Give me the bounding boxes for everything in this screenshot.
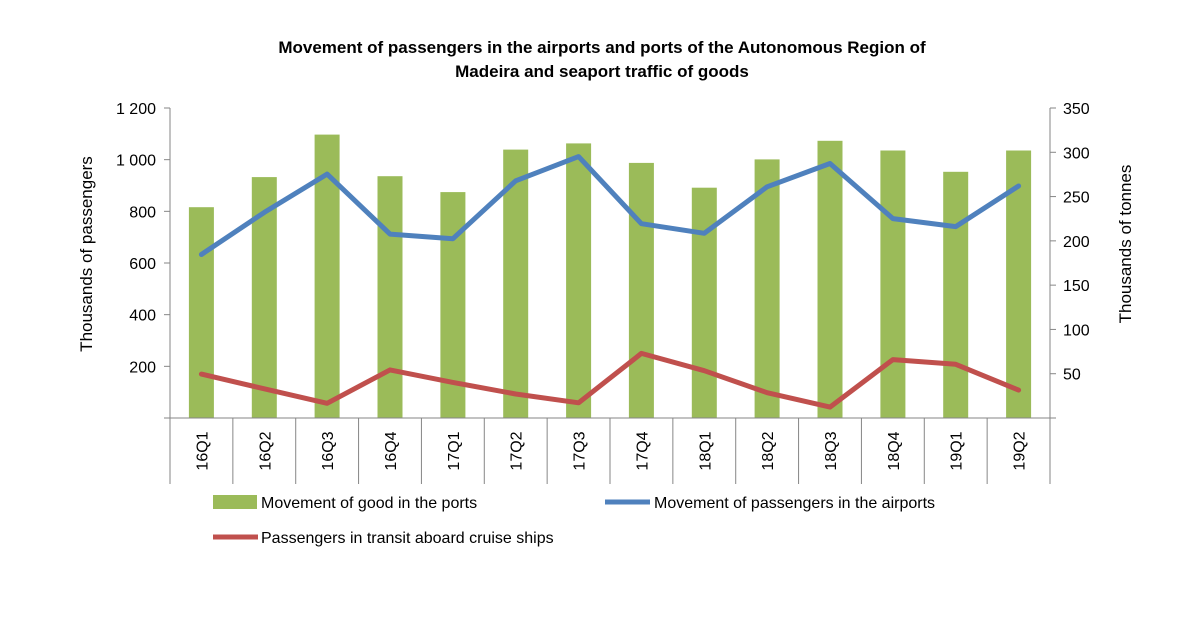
right-tick-label: 150 <box>1063 278 1090 295</box>
bar-18Q2 <box>754 159 780 418</box>
x-tick-label-17Q1: 17Q1 <box>446 431 463 470</box>
x-tick-label-19Q1: 19Q1 <box>949 431 966 470</box>
legend-item-goods: Movement of good in the ports <box>213 495 477 512</box>
x-tick-label-18Q1: 18Q1 <box>697 431 714 470</box>
legend: Movement of good in the ports Movement o… <box>213 495 935 547</box>
x-tick-label-16Q1: 16Q1 <box>194 431 211 470</box>
x-tick-label-19Q2: 19Q2 <box>1012 431 1029 470</box>
left-tick-label: 1 000 <box>116 153 156 170</box>
bar-19Q1 <box>943 171 969 418</box>
left-tick-label: 800 <box>129 204 156 221</box>
right-tick-label: 300 <box>1063 145 1090 162</box>
legend-label-cruise: Passengers in transit aboard cruise ship… <box>261 530 554 547</box>
chart-title-line-2: Madeira and seaport traffic of goods <box>455 62 749 81</box>
left-axis-title: Thousands of passengers <box>77 156 96 352</box>
right-tick-label: 250 <box>1063 190 1090 207</box>
bar-16Q4 <box>377 176 403 418</box>
right-tick-label: 350 <box>1063 101 1090 118</box>
legend-label-airports: Movement of passengers in the airports <box>654 495 935 512</box>
axes <box>169 108 1051 419</box>
bar-18Q1 <box>691 187 717 418</box>
left-tick-label: 600 <box>129 256 156 273</box>
bar-17Q3 <box>566 143 592 418</box>
x-tick-label-16Q4: 16Q4 <box>383 431 400 470</box>
left-tick-label: 1 200 <box>116 101 156 118</box>
right-tick-label: 200 <box>1063 234 1090 251</box>
x-tick-label-17Q2: 17Q2 <box>509 431 526 470</box>
left-tick-label: 400 <box>129 308 156 325</box>
bar-16Q1 <box>188 207 214 418</box>
legend-item-cruise: Passengers in transit aboard cruise ship… <box>213 530 554 547</box>
bar-17Q2 <box>503 149 529 418</box>
right-axis-title: Thousands of tonnes <box>1116 165 1135 324</box>
chart-title-line-1: Movement of passengers in the airports a… <box>278 38 926 57</box>
right-axis-ticks: 50 100 150 200 250 300 350 <box>1050 101 1090 419</box>
x-tick-label-16Q3: 16Q3 <box>320 431 337 470</box>
legend-label-goods: Movement of good in the ports <box>261 495 477 512</box>
x-tick-label-18Q2: 18Q2 <box>760 431 777 470</box>
legend-item-airports: Movement of passengers in the airports <box>605 495 935 512</box>
bar-18Q3 <box>817 140 843 419</box>
x-axis-ticks: 16Q1 16Q2 16Q3 16Q4 17Q1 17Q2 17Q3 17Q4 18Q1 18Q2… <box>169 418 1051 484</box>
bar-17Q4 <box>628 162 654 418</box>
line-cruise <box>198 350 1022 410</box>
x-tick-label-16Q2: 16Q2 <box>257 431 274 470</box>
left-axis-ticks: 200 400 600 800 1 000 1 200 <box>116 101 170 419</box>
x-tick-label-18Q3: 18Q3 <box>823 431 840 470</box>
legend-swatch-goods <box>213 495 257 509</box>
chart-title: Movement of passengers in the airports a… <box>278 38 926 81</box>
line-airports <box>198 154 1022 257</box>
x-tick-label-17Q3: 17Q3 <box>572 431 589 470</box>
x-tick-label-17Q4: 17Q4 <box>634 431 651 470</box>
right-tick-label: 100 <box>1063 322 1090 339</box>
line-series <box>198 154 1022 410</box>
right-tick-label: 50 <box>1063 367 1081 384</box>
left-tick-label: 200 <box>129 359 156 376</box>
bar-18Q4 <box>880 150 906 418</box>
x-tick-label-18Q4: 18Q4 <box>886 431 903 470</box>
bar-19Q2 <box>1006 150 1032 418</box>
